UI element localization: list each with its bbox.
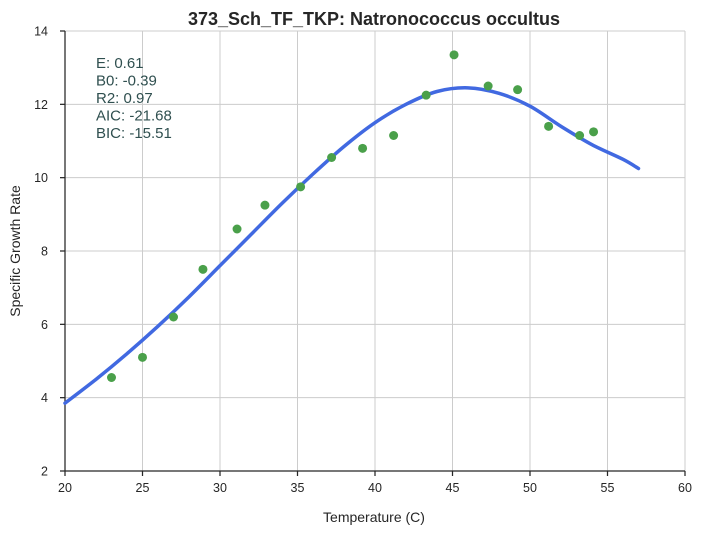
y-axis-ticks: 2 4 6 8 10 12 14 [34, 25, 65, 479]
y-axis-label: Specific Growth Rate [7, 185, 23, 317]
data-point [138, 352, 147, 362]
fitted-curve-group [63, 86, 641, 405]
x-tick-label: 55 [601, 481, 615, 495]
y-tick-label: 12 [34, 98, 48, 112]
fit-statistic-line: B0: -0.39 [96, 73, 157, 90]
grid [65, 30, 686, 471]
y-tick-label: 14 [34, 25, 48, 39]
fit-statistic-line: E: 0.61 [96, 55, 144, 72]
x-tick-label: 60 [678, 481, 692, 495]
fit-statistic-line: AIC: -21.68 [96, 108, 172, 125]
fitted-curve [63, 86, 641, 405]
data-point [296, 182, 306, 192]
data-point [260, 200, 270, 210]
data-point [483, 81, 493, 91]
y-tick-label: 2 [41, 465, 48, 479]
y-tick-label: 6 [41, 318, 48, 332]
data-points-group [107, 50, 599, 382]
x-tick-label: 45 [446, 481, 460, 495]
x-axis-ticks: 20 25 30 35 40 45 50 55 60 [58, 471, 692, 495]
x-tick-label: 50 [523, 481, 537, 495]
x-tick-label: 20 [58, 481, 72, 495]
data-point [589, 127, 599, 137]
x-tick-label: 25 [136, 481, 150, 495]
data-point [358, 143, 368, 153]
data-point [107, 373, 116, 382]
data-point [544, 121, 554, 131]
y-tick-label: 10 [34, 171, 48, 185]
data-point [421, 90, 431, 100]
x-tick-label: 40 [368, 481, 382, 495]
fit-statistic-line: BIC: -15.51 [96, 125, 172, 142]
data-point [513, 85, 523, 95]
data-point [327, 153, 337, 162]
fit-statistic-line: R2: 0.97 [96, 90, 153, 107]
data-point [198, 264, 208, 274]
data-point [575, 131, 585, 140]
x-tick-label: 30 [213, 481, 227, 495]
data-point [232, 224, 242, 234]
chart-title: 373_Sch_TF_TKP: Natronococcus occultus [188, 9, 560, 29]
data-point [169, 312, 178, 322]
x-axis-label: Temperature (C) [323, 509, 425, 525]
data-point [449, 50, 459, 60]
y-tick-label: 4 [41, 391, 48, 405]
y-tick-label: 8 [41, 245, 48, 259]
x-tick-label: 35 [291, 481, 305, 495]
data-point [389, 131, 399, 140]
